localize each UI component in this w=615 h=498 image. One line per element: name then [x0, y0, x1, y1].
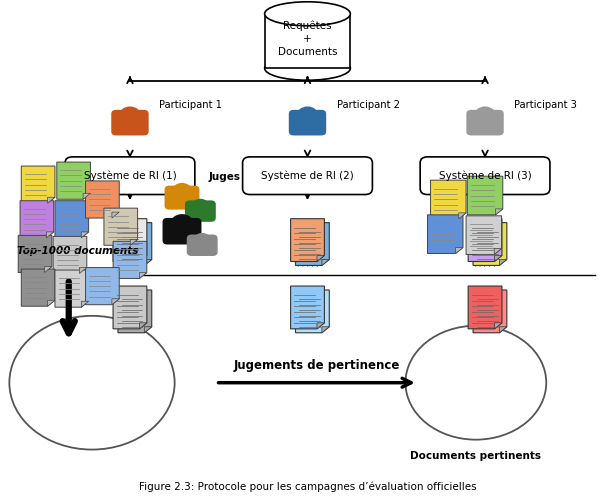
Circle shape — [194, 233, 210, 246]
Polygon shape — [81, 301, 89, 307]
Polygon shape — [53, 237, 87, 273]
Polygon shape — [47, 300, 55, 306]
Polygon shape — [118, 223, 152, 265]
Polygon shape — [295, 223, 329, 265]
Polygon shape — [130, 240, 138, 246]
Text: . . . . .: . . . . . — [297, 260, 318, 269]
Polygon shape — [494, 255, 502, 261]
Text: Juges: Juges — [208, 172, 240, 182]
Polygon shape — [113, 286, 147, 329]
Polygon shape — [46, 232, 54, 238]
Polygon shape — [112, 212, 119, 218]
Text: Top-1000 documents: Top-1000 documents — [17, 247, 138, 256]
Circle shape — [474, 107, 496, 124]
FancyBboxPatch shape — [420, 157, 550, 195]
FancyBboxPatch shape — [289, 110, 326, 135]
Polygon shape — [466, 216, 502, 254]
Text: Figure 2.3: Protocole pour les campagnes d’évaluation officielles: Figure 2.3: Protocole pour les campagnes… — [139, 482, 476, 492]
Polygon shape — [85, 181, 119, 218]
Polygon shape — [47, 197, 55, 203]
Polygon shape — [427, 215, 463, 253]
Polygon shape — [55, 201, 89, 238]
Polygon shape — [140, 323, 147, 329]
Polygon shape — [44, 266, 52, 272]
Polygon shape — [79, 267, 87, 273]
Circle shape — [296, 107, 319, 124]
Polygon shape — [473, 223, 507, 265]
Polygon shape — [113, 219, 147, 261]
Polygon shape — [18, 236, 52, 272]
Circle shape — [405, 326, 546, 440]
Polygon shape — [20, 201, 54, 238]
FancyBboxPatch shape — [466, 110, 504, 135]
Polygon shape — [118, 290, 152, 333]
Polygon shape — [459, 213, 466, 219]
Text: Système de RI (2): Système de RI (2) — [261, 170, 354, 181]
Polygon shape — [22, 269, 55, 306]
Circle shape — [192, 199, 208, 212]
Circle shape — [9, 316, 175, 450]
Polygon shape — [140, 255, 147, 261]
FancyBboxPatch shape — [111, 110, 149, 135]
Circle shape — [170, 214, 193, 233]
Text: . . . . .: . . . . . — [474, 260, 496, 269]
Polygon shape — [83, 193, 90, 199]
Text: . . . . .: . . . . . — [119, 260, 141, 269]
Polygon shape — [291, 286, 324, 329]
Polygon shape — [468, 286, 502, 329]
FancyBboxPatch shape — [242, 157, 373, 195]
Polygon shape — [322, 259, 329, 265]
Polygon shape — [456, 248, 463, 253]
Circle shape — [172, 183, 192, 199]
Text: Documents pertinents: Documents pertinents — [410, 451, 541, 461]
Polygon shape — [81, 232, 89, 238]
FancyBboxPatch shape — [187, 235, 218, 256]
Polygon shape — [85, 267, 119, 305]
Polygon shape — [291, 219, 324, 261]
Text: Participant 2: Participant 2 — [337, 101, 400, 111]
Polygon shape — [499, 259, 507, 265]
Polygon shape — [494, 323, 502, 329]
Polygon shape — [140, 272, 147, 278]
Polygon shape — [295, 290, 329, 333]
Polygon shape — [104, 208, 138, 246]
Polygon shape — [496, 209, 503, 215]
Polygon shape — [322, 327, 329, 333]
Text: Système de RI (1): Système de RI (1) — [84, 170, 177, 181]
Polygon shape — [317, 323, 324, 329]
Circle shape — [119, 107, 141, 124]
Polygon shape — [57, 162, 90, 199]
Polygon shape — [145, 259, 152, 265]
Polygon shape — [55, 270, 89, 307]
Polygon shape — [22, 166, 55, 203]
Polygon shape — [317, 255, 324, 261]
Text: Participant 3: Participant 3 — [514, 101, 577, 111]
Polygon shape — [112, 299, 119, 305]
Polygon shape — [113, 242, 147, 278]
FancyBboxPatch shape — [65, 157, 195, 195]
Polygon shape — [468, 219, 502, 261]
Text: Participant 1: Participant 1 — [159, 101, 223, 111]
Text: Jugements de pertinence: Jugements de pertinence — [234, 359, 400, 372]
Polygon shape — [473, 290, 507, 333]
Polygon shape — [494, 249, 502, 254]
Polygon shape — [467, 176, 503, 215]
FancyBboxPatch shape — [165, 186, 199, 210]
FancyBboxPatch shape — [185, 200, 216, 222]
Polygon shape — [264, 14, 351, 68]
Ellipse shape — [264, 2, 351, 26]
Polygon shape — [430, 180, 466, 219]
Polygon shape — [145, 327, 152, 333]
FancyBboxPatch shape — [162, 218, 202, 245]
Text: Requêtes
+
Documents: Requêtes + Documents — [278, 20, 337, 57]
Text: Système de RI (3): Système de RI (3) — [438, 170, 531, 181]
Polygon shape — [499, 327, 507, 333]
Ellipse shape — [264, 56, 351, 80]
